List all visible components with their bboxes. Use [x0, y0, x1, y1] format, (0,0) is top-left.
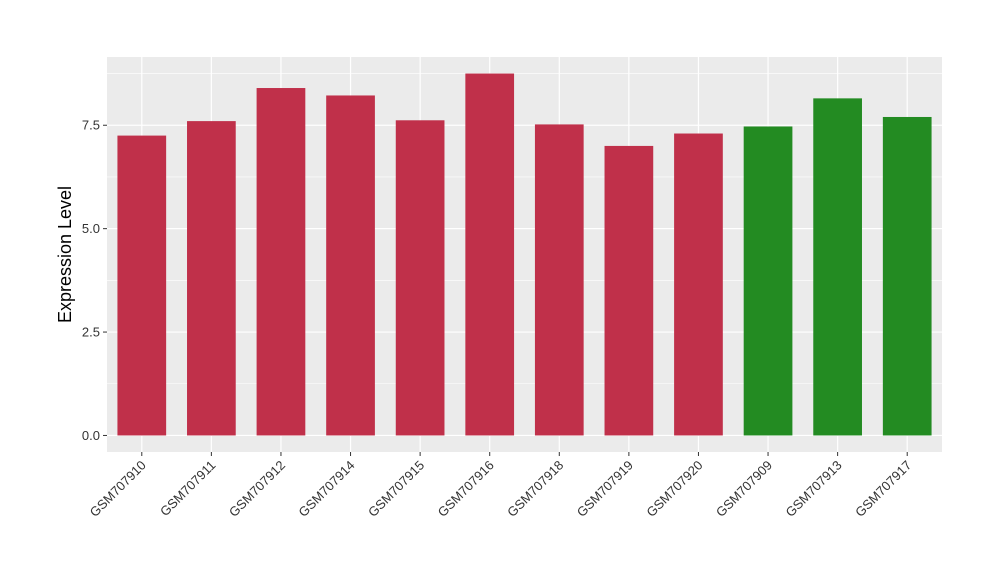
y-tick-label: 2.5 [82, 325, 100, 340]
y-tick-label: 7.5 [82, 118, 100, 133]
x-tick-label: GSM707918 [504, 458, 566, 520]
bar-GSM707913 [813, 98, 862, 436]
x-tick-label: GSM707915 [365, 458, 427, 520]
bar-GSM707914 [326, 95, 375, 436]
plot-panel [107, 57, 942, 452]
bars-group [117, 73, 932, 436]
y-tick-label: 0.0 [82, 428, 100, 443]
x-axis: GSM707910 GSM707911 GSM707912 GSM707914 GSM7… [87, 452, 914, 520]
x-tick-label: GSM707909 [713, 458, 775, 520]
bar-GSM707916 [465, 73, 515, 436]
x-tick-label: GSM707920 [643, 458, 705, 520]
bar-GSM707917 [882, 116, 932, 436]
bar-GSM707919 [604, 145, 654, 436]
x-tick-label: GSM707911 [157, 458, 219, 520]
bar-GSM707910 [117, 135, 167, 436]
y-axis: 0.0 2.5 5.0 7.5 [82, 118, 107, 443]
x-tick-label: GSM707917 [852, 458, 914, 520]
x-tick-label: GSM707916 [435, 458, 497, 520]
x-tick-label: GSM707910 [87, 458, 149, 520]
bar-GSM707909 [743, 126, 793, 436]
y-axis-title: Expression Level [55, 186, 75, 323]
y-tick-label: 5.0 [82, 221, 100, 236]
x-tick-label: GSM707912 [226, 458, 288, 520]
bar-GSM707915 [395, 120, 445, 436]
bar-GSM707911 [187, 121, 236, 436]
bar-GSM707920 [674, 133, 723, 436]
minor-gridlines [107, 73, 942, 385]
x-tick-label: GSM707913 [783, 458, 845, 520]
x-tick-label: GSM707914 [295, 458, 357, 520]
bar-GSM707918 [534, 124, 584, 436]
bar-GSM707912 [256, 88, 306, 436]
x-tick-label: GSM707919 [574, 458, 636, 520]
